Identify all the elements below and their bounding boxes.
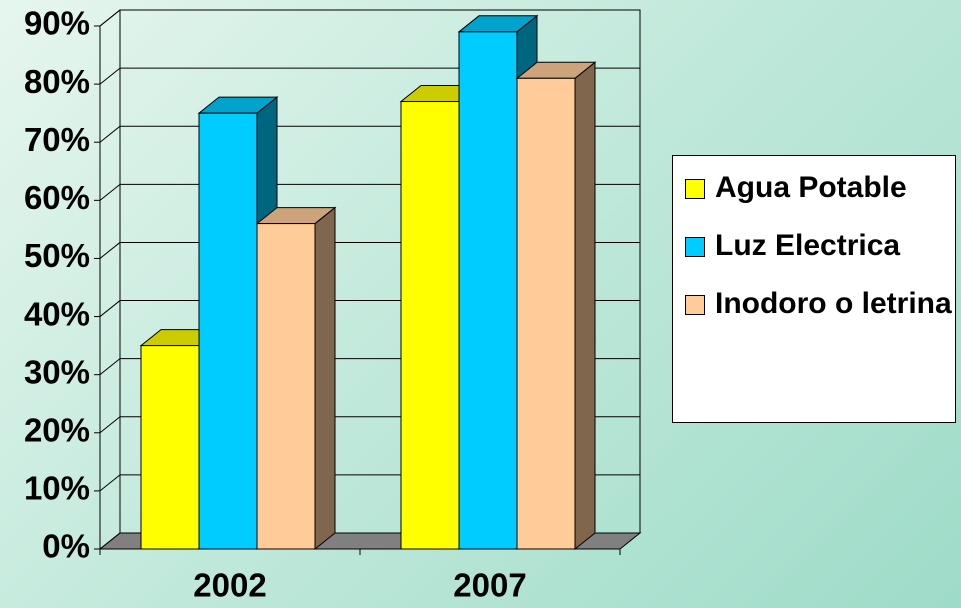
grid-line-side xyxy=(99,474,121,492)
y-tick-label: 70% xyxy=(24,121,90,158)
bar-side xyxy=(314,206,336,551)
legend-label: Inodoro o letrina xyxy=(715,287,952,320)
y-tick-label: 0% xyxy=(42,528,90,565)
y-tick-label: 10% xyxy=(24,470,90,507)
x-tick-label: 2002 xyxy=(193,567,266,604)
legend-item: Inodoro o letrina xyxy=(685,286,955,322)
grid-line-side xyxy=(99,358,121,376)
y-tick-label: 50% xyxy=(24,237,90,274)
legend: Agua Potable Luz Electrica Inodoro o letri… xyxy=(672,155,956,423)
legend-item: Agua Potable xyxy=(685,170,955,206)
y-tick-label: 80% xyxy=(24,63,90,100)
grid-line-side xyxy=(99,532,121,550)
grid-line-side xyxy=(99,242,121,259)
grid-line-side xyxy=(99,9,121,27)
bar xyxy=(198,112,258,550)
grid-line-side xyxy=(99,300,121,317)
y-tick-label: 60% xyxy=(24,179,90,216)
grid-line-side xyxy=(99,416,121,434)
legend-swatch xyxy=(685,295,705,315)
legend-item: Luz Electrica xyxy=(685,228,955,264)
bar xyxy=(140,345,200,550)
bar xyxy=(458,31,518,550)
y-tick-label: 90% xyxy=(24,5,90,42)
grid-line-side xyxy=(99,125,121,143)
legend-label: Agua Potable xyxy=(715,171,907,204)
legend-swatch xyxy=(685,179,705,199)
x-tick-label: 2007 xyxy=(453,567,526,604)
bar xyxy=(400,101,460,550)
bar xyxy=(256,223,316,550)
legend-swatch xyxy=(685,237,705,257)
legend-label: Luz Electrica xyxy=(715,229,901,262)
bar xyxy=(516,77,576,550)
grid-line-side xyxy=(99,67,121,85)
bar-side xyxy=(574,61,596,551)
y-tick-label: 40% xyxy=(24,295,90,332)
y-tick-label: 20% xyxy=(24,411,90,448)
grid-line-side xyxy=(99,183,121,201)
y-tick-label: 30% xyxy=(24,353,90,390)
